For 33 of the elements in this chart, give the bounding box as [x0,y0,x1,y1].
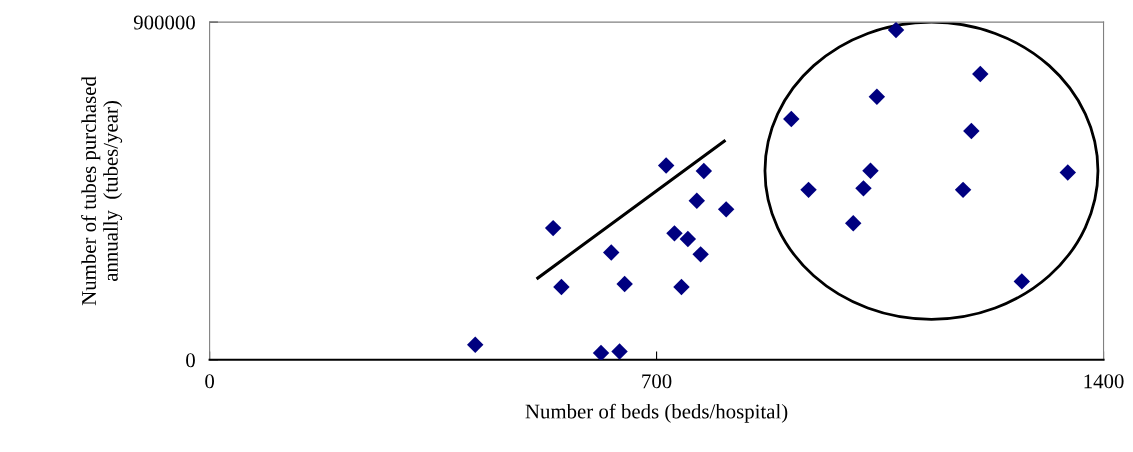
point [868,88,886,106]
point [616,275,633,293]
point [800,181,817,199]
point [963,122,980,140]
point [862,162,879,179]
point [695,162,713,180]
point [1013,273,1031,290]
point [544,219,562,237]
point [657,157,675,174]
point [855,180,872,197]
point [783,110,800,128]
point [688,192,706,209]
point [954,181,972,199]
point [692,246,709,263]
point [679,230,697,248]
point [592,344,610,360]
point [1059,164,1076,181]
x-tick-label: 0 [205,374,215,389]
point [603,244,620,261]
y-axis-title: Number of tubes purchased annually (tubes/year) [81,76,123,306]
point [666,225,683,242]
y-tick-label: 900000 [133,15,195,30]
x-axis-title: Number of beds (beds/hospital) [525,403,788,423]
point [611,343,628,360]
point [553,278,570,296]
x-tick-label: 1400 [1084,374,1124,389]
point [972,65,989,83]
point [467,336,484,353]
point [673,278,690,296]
point [887,22,905,39]
x-tick-label: 700 [642,374,672,389]
point [845,215,862,232]
point [717,201,735,218]
